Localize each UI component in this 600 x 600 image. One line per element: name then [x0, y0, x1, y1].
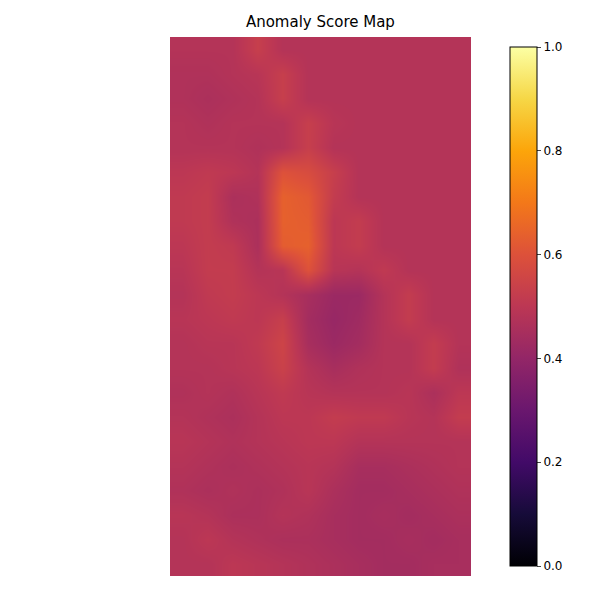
- svg-text:1.0: 1.0: [543, 40, 562, 54]
- svg-text:0.4: 0.4: [543, 352, 562, 366]
- svg-text:0.2: 0.2: [543, 455, 562, 469]
- svg-text:0.0: 0.0: [543, 559, 562, 573]
- svg-text:0.8: 0.8: [543, 144, 562, 158]
- svg-text:0.6: 0.6: [543, 248, 562, 262]
- svg-text:Anomaly Score Map: Anomaly Score Map: [246, 13, 395, 31]
